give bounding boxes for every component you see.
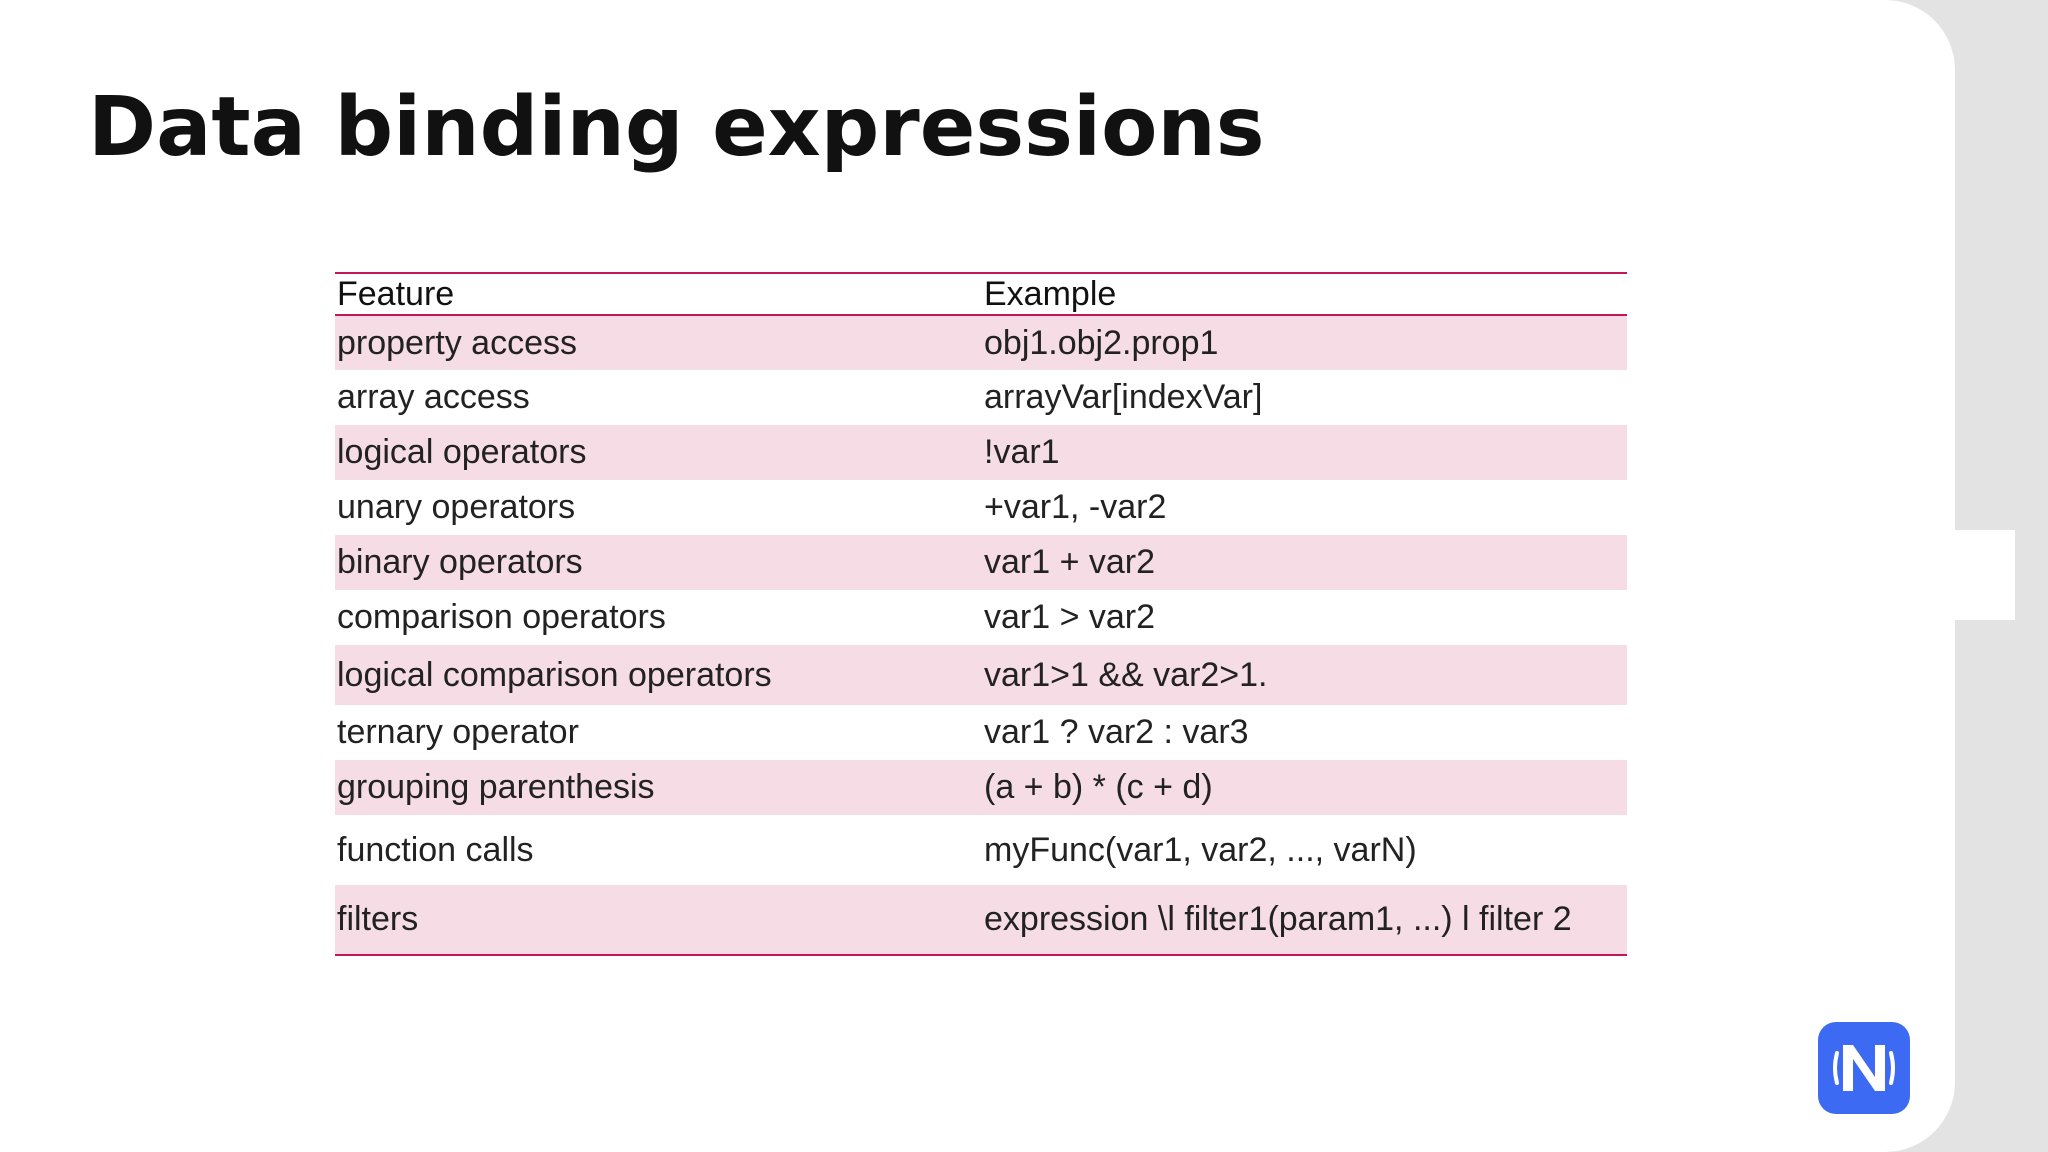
example-cell: expression \l filter1(param1, ...) l fil… <box>982 885 1627 955</box>
example-cell: var1 + var2 <box>982 535 1627 590</box>
slide: Data binding expressions Feature Example… <box>0 0 1955 1152</box>
feature-table-container: Feature Example property access obj1.obj… <box>335 272 1627 956</box>
feature-cell: logical operators <box>335 425 982 480</box>
table-row: logical comparison operators var1>1 && v… <box>335 645 1627 705</box>
header-example: Example <box>984 274 1117 313</box>
table-row: binary operators var1 + var2 <box>335 535 1627 590</box>
feature-cell: array access <box>335 370 982 425</box>
example-cell: var1 ? var2 : var3 <box>982 705 1627 760</box>
logo-glyph <box>1833 1045 1895 1091</box>
header-feature: Feature <box>337 274 455 313</box>
nativescript-logo-icon <box>1818 1022 1910 1114</box>
example-cell: (a + b) * (c + d) <box>982 760 1627 815</box>
feature-cell: logical comparison operators <box>335 645 982 705</box>
table-row: comparison operators var1 > var2 <box>335 590 1627 645</box>
table-row: function calls myFunc(var1, var2, ..., v… <box>335 815 1627 885</box>
table-row: array access arrayVar[indexVar] <box>335 370 1627 425</box>
header-row: Feature Example <box>335 273 1627 315</box>
example-cell: var1>1 && var2>1. <box>982 645 1627 705</box>
feature-cell: ternary operator <box>335 705 982 760</box>
example-cell: var1 > var2 <box>982 590 1627 645</box>
feature-cell: filters <box>335 885 982 955</box>
example-cell: !var1 <box>982 425 1627 480</box>
example-cell: myFunc(var1, var2, ..., varN) <box>982 815 1627 885</box>
slide-title: Data binding expressions <box>88 80 1265 175</box>
feature-cell: unary operators <box>335 480 982 535</box>
table-row: logical operators !var1 <box>335 425 1627 480</box>
table-body: property access obj1.obj2.prop1 array ac… <box>335 315 1627 955</box>
table-row: grouping parenthesis (a + b) * (c + d) <box>335 760 1627 815</box>
feature-cell: grouping parenthesis <box>335 760 982 815</box>
feature-table: Feature Example property access obj1.obj… <box>335 272 1627 956</box>
table-row: property access obj1.obj2.prop1 <box>335 315 1627 370</box>
table-row: filters expression \l filter1(param1, ..… <box>335 885 1627 955</box>
example-cell: +var1, -var2 <box>982 480 1627 535</box>
example-cell: arrayVar[indexVar] <box>982 370 1627 425</box>
table-row: ternary operator var1 ? var2 : var3 <box>335 705 1627 760</box>
feature-cell: comparison operators <box>335 590 982 645</box>
table-row: unary operators +var1, -var2 <box>335 480 1627 535</box>
side-notch <box>1955 470 2015 680</box>
table-header: Feature Example <box>335 273 1627 315</box>
example-cell: obj1.obj2.prop1 <box>982 315 1627 370</box>
feature-cell: function calls <box>335 815 982 885</box>
feature-cell: binary operators <box>335 535 982 590</box>
feature-cell: property access <box>335 315 982 370</box>
